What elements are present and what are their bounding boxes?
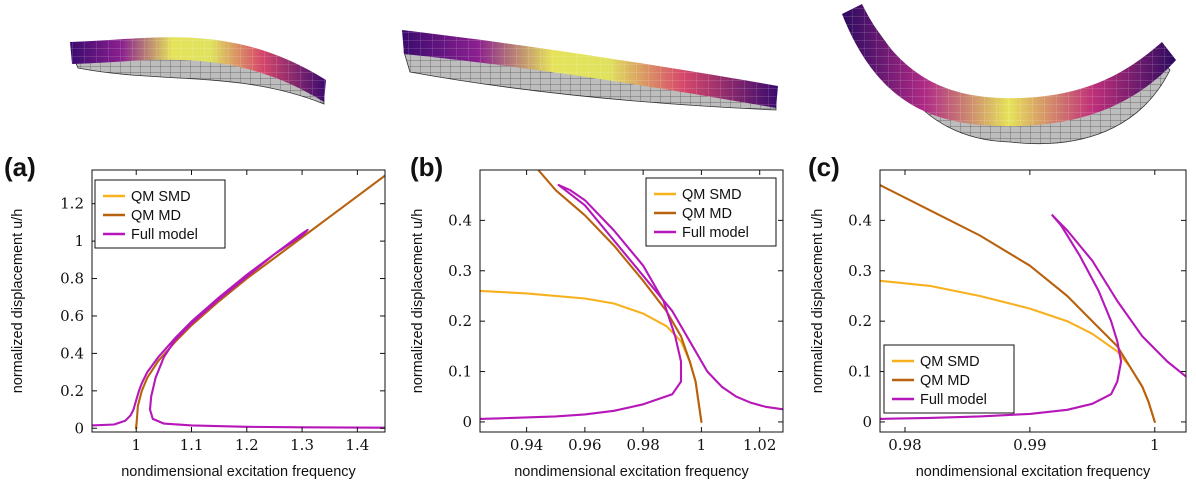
x-tick-label: 0.98 bbox=[888, 436, 921, 454]
y-axis-title: normalized displacement u/h bbox=[10, 209, 26, 394]
legend-label: QM MD bbox=[131, 208, 181, 224]
series-line bbox=[557, 184, 783, 411]
y-tick-label: 0.4 bbox=[60, 344, 84, 362]
plot-frame bbox=[91, 169, 386, 433]
series-line bbox=[135, 174, 385, 430]
plot-frame bbox=[879, 169, 1187, 433]
y-axis-title: normalized displacement u/h bbox=[410, 209, 426, 394]
legend: QM SMD QM MD Full model bbox=[645, 177, 777, 247]
legend-label: QM MD bbox=[920, 373, 970, 389]
y-tick-label: 0 bbox=[74, 419, 84, 437]
y-tick-label: 0.3 bbox=[448, 262, 472, 280]
y-tick-label: 0.2 bbox=[848, 312, 872, 330]
x-tick-label: 1.1 bbox=[180, 436, 204, 454]
legend-label: QM SMD bbox=[682, 187, 742, 203]
x-tick-label: 0.98 bbox=[626, 436, 659, 454]
x-tick-label: 0.94 bbox=[510, 436, 543, 454]
x-tick-label: 0.96 bbox=[568, 436, 601, 454]
y-tick-label: 1 bbox=[74, 232, 84, 250]
y-tick-label: 0 bbox=[462, 413, 472, 431]
plot-frame bbox=[479, 169, 784, 433]
y-tick-label: 0.4 bbox=[448, 211, 472, 229]
y-tick-label: 0.1 bbox=[848, 363, 872, 381]
panel-label: (c) bbox=[808, 152, 840, 182]
series-line bbox=[880, 214, 1123, 420]
x-tick-label: 1 bbox=[131, 436, 141, 454]
x-axis-title: nondimensional excitation frequency bbox=[514, 464, 749, 480]
series-line bbox=[1051, 214, 1186, 378]
y-tick-label: 0.1 bbox=[448, 363, 472, 381]
beam-illustration-b bbox=[402, 30, 778, 111]
x-tick-label: 1.4 bbox=[345, 436, 369, 454]
y-tick-label: 0.3 bbox=[848, 262, 872, 280]
legend-label: Full model bbox=[131, 227, 198, 243]
x-axis-title: nondimensional excitation frequency bbox=[916, 464, 1151, 480]
series-line bbox=[480, 289, 703, 423]
series-line bbox=[880, 184, 1156, 423]
legend-label: QM SMD bbox=[920, 354, 980, 370]
x-tick-label: 1.3 bbox=[290, 436, 314, 454]
series-line bbox=[92, 228, 385, 429]
series-line bbox=[480, 184, 683, 420]
y-tick-label: 1.2 bbox=[60, 195, 84, 213]
y-axis-title: normalized displacement u/h bbox=[810, 209, 826, 394]
legend-label: QM MD bbox=[682, 206, 732, 222]
panel-label: (a) bbox=[4, 152, 36, 182]
x-tick-label: 1.02 bbox=[743, 436, 776, 454]
legend-box bbox=[94, 179, 226, 249]
y-tick-label: 0.2 bbox=[448, 312, 472, 330]
x-tick-label: 1.2 bbox=[235, 436, 259, 454]
x-tick-label: 1 bbox=[697, 436, 707, 454]
legend-label: Full model bbox=[682, 225, 749, 241]
legend: QM SMD QM MD Full model bbox=[94, 179, 226, 249]
chart-panel: (a) 1 1.1 1.2 1.3 1.4 0 0.2 0.4 0.6 0.8 1 1.2 nondime… bbox=[4, 152, 386, 480]
legend-label: QM SMD bbox=[131, 189, 191, 205]
panel-label: (b) bbox=[410, 152, 443, 182]
y-tick-label: 0.8 bbox=[60, 270, 84, 288]
x-axis-title: nondimensional excitation frequency bbox=[121, 464, 356, 480]
y-tick-label: 0 bbox=[862, 413, 872, 431]
x-tick-label: 1 bbox=[1150, 436, 1160, 454]
legend-label: Full model bbox=[920, 392, 987, 408]
beam-illustration-a bbox=[70, 37, 326, 105]
y-tick-label: 0.6 bbox=[60, 307, 84, 325]
chart-panel: (b) 0.94 0.96 0.98 1 1.02 0 0.1 0.2 0.3 0.4 nondime… bbox=[410, 152, 784, 480]
legend: QM SMD QM MD Full model bbox=[883, 344, 1015, 414]
chart-panel: (c) 0.98 0.99 1 0 0.1 0.2 0.3 0.4 nondimensional … bbox=[808, 152, 1187, 480]
x-tick-label: 0.99 bbox=[1013, 436, 1046, 454]
beam-illustration-c bbox=[842, 4, 1176, 145]
y-tick-label: 0.2 bbox=[60, 382, 84, 400]
y-tick-label: 0.4 bbox=[848, 211, 872, 229]
